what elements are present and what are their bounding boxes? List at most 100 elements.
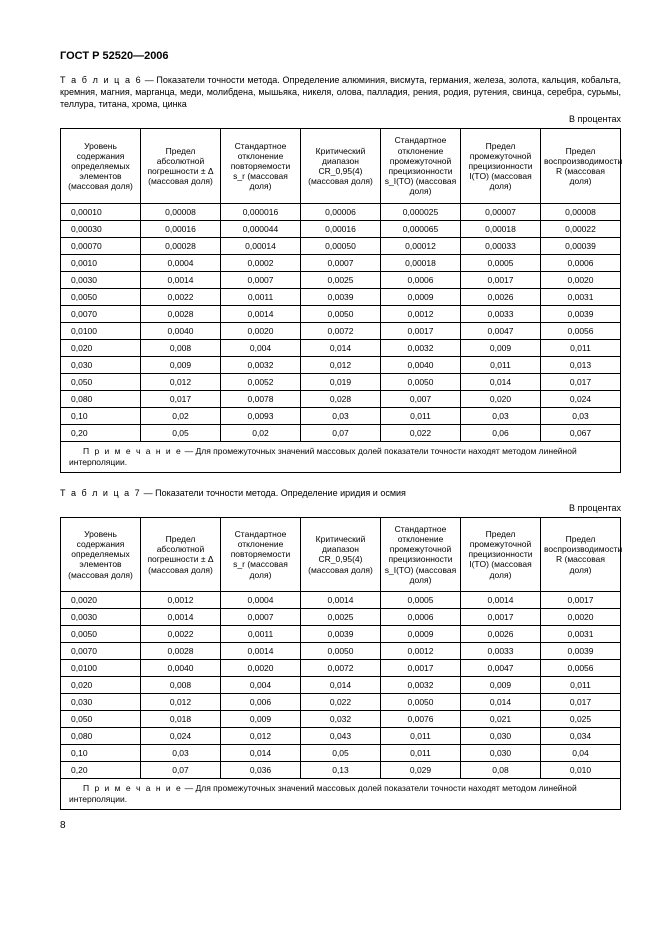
table-cell: 0,00018 <box>381 254 461 271</box>
table-cell: 0,0002 <box>221 254 301 271</box>
table7-body: 0,00200,00120,00040,00140,00050,00140,00… <box>61 591 621 778</box>
table-cell: 0,0070 <box>61 305 141 322</box>
table6-body: 0,000100,000080,0000160,000060,0000250,0… <box>61 203 621 441</box>
table-cell: 0,00008 <box>141 203 221 220</box>
table-cell: 0,0040 <box>141 322 221 339</box>
table-cell: 0,20 <box>61 761 141 778</box>
table-cell: 0,0011 <box>221 288 301 305</box>
table-cell: 0,00014 <box>221 237 301 254</box>
table-cell: 0,080 <box>61 390 141 407</box>
table6-h3: Критический диапазон CR_0,95(4) (массова… <box>301 129 381 203</box>
table-cell: 0,0052 <box>221 373 301 390</box>
table7-h0: Уровень содержания определяемых элементо… <box>61 517 141 591</box>
table-cell: 0,030 <box>61 693 141 710</box>
table-cell: 0,019 <box>301 373 381 390</box>
table-cell: 0,0009 <box>381 625 461 642</box>
table-cell: 0,0014 <box>461 591 541 608</box>
table-cell: 0,018 <box>141 710 221 727</box>
table-row: 0,00300,00140,00070,00250,00060,00170,00… <box>61 271 621 288</box>
page-number: 8 <box>60 820 621 831</box>
table6-h4: Стандартное отклонение промежуточной пре… <box>381 129 461 203</box>
table-cell: 0,0025 <box>301 271 381 288</box>
table-cell: 0,0050 <box>61 288 141 305</box>
table6-note-row: П р и м е ч а н и е — Для промежуточных … <box>61 441 621 472</box>
table-cell: 0,017 <box>541 373 621 390</box>
table-cell: 0,0005 <box>461 254 541 271</box>
table-cell: 0,020 <box>461 390 541 407</box>
table-cell: 0,00033 <box>461 237 541 254</box>
table6-caption-lead: Т а б л и ц а 6 <box>60 75 142 85</box>
table-cell: 0,0056 <box>541 322 621 339</box>
table-cell: 0,010 <box>541 761 621 778</box>
table-cell: 0,10 <box>61 744 141 761</box>
table-cell: 0,013 <box>541 356 621 373</box>
table-cell: 0,0100 <box>61 322 141 339</box>
table-cell: 0,009 <box>221 710 301 727</box>
table-cell: 0,0047 <box>461 322 541 339</box>
table7-caption-rest: — Показатели точности метода. Определени… <box>141 488 406 498</box>
table-cell: 0,009 <box>461 676 541 693</box>
table-row: 0,200,070,0360,130,0290,080,010 <box>61 761 621 778</box>
table-cell: 0,0005 <box>381 591 461 608</box>
table-row: 0,000300,000160,0000440,000160,0000650,0… <box>61 220 621 237</box>
table-cell: 0,0039 <box>541 642 621 659</box>
table-row: 0,100,030,0140,050,0110,0300,04 <box>61 744 621 761</box>
table-row: 0,0200,0080,0040,0140,00320,0090,011 <box>61 676 621 693</box>
table-cell: 0,022 <box>301 693 381 710</box>
table-cell: 0,030 <box>61 356 141 373</box>
table-cell: 0,0031 <box>541 625 621 642</box>
table-cell: 0,0012 <box>381 305 461 322</box>
table-cell: 0,04 <box>541 744 621 761</box>
table-cell: 0,007 <box>381 390 461 407</box>
table-cell: 0,0014 <box>141 271 221 288</box>
table-row: 0,0300,0090,00320,0120,00400,0110,013 <box>61 356 621 373</box>
table6-h5: Предел промежуточной прецизионности I(TO… <box>461 129 541 203</box>
table-cell: 0,021 <box>461 710 541 727</box>
table-cell: 0,00050 <box>301 237 381 254</box>
table-row: 0,01000,00400,00200,00720,00170,00470,00… <box>61 322 621 339</box>
table-cell: 0,020 <box>61 339 141 356</box>
table-cell: 0,00016 <box>301 220 381 237</box>
table-cell: 0,0020 <box>541 271 621 288</box>
table-row: 0,00100,00040,00020,00070,000180,00050,0… <box>61 254 621 271</box>
table6-h6: Предел воспроизводимости R (массовая дол… <box>541 129 621 203</box>
table7-unit: В процентах <box>60 503 621 513</box>
table-cell: 0,0030 <box>61 608 141 625</box>
table-cell: 0,0032 <box>221 356 301 373</box>
table7-h2: Стандартное отклонение повторяемости s_r… <box>221 517 301 591</box>
table-cell: 0,014 <box>301 339 381 356</box>
table-cell: 0,008 <box>141 339 221 356</box>
table-row: 0,00500,00220,00110,00390,00090,00260,00… <box>61 625 621 642</box>
table-cell: 0,0039 <box>301 625 381 642</box>
table-cell: 0,0025 <box>301 608 381 625</box>
table-cell: 0,011 <box>541 676 621 693</box>
table6-note-lead: П р и м е ч а н и е <box>69 446 182 456</box>
table-cell: 0,011 <box>461 356 541 373</box>
table-cell: 0,030 <box>461 727 541 744</box>
table-cell: 0,05 <box>141 424 221 441</box>
table-row: 0,000700,000280,000140,000500,000120,000… <box>61 237 621 254</box>
table-cell: 0,043 <box>301 727 381 744</box>
table-row: 0,01000,00400,00200,00720,00170,00470,00… <box>61 659 621 676</box>
table-cell: 0,0017 <box>381 322 461 339</box>
table-row: 0,200,050,020,070,0220,060,067 <box>61 424 621 441</box>
table-cell: 0,0011 <box>221 625 301 642</box>
table-cell: 0,036 <box>221 761 301 778</box>
table-cell: 0,00006 <box>301 203 381 220</box>
table-row: 0,00300,00140,00070,00250,00060,00170,00… <box>61 608 621 625</box>
table-cell: 0,004 <box>221 339 301 356</box>
table-cell: 0,009 <box>141 356 221 373</box>
table-cell: 0,032 <box>301 710 381 727</box>
table7-note-lead: П р и м е ч а н и е <box>69 783 182 793</box>
table-cell: 0,0093 <box>221 407 301 424</box>
table-cell: 0,08 <box>461 761 541 778</box>
table-cell: 0,10 <box>61 407 141 424</box>
table-cell: 0,080 <box>61 727 141 744</box>
table-cell: 0,00008 <box>541 203 621 220</box>
table-cell: 0,00010 <box>61 203 141 220</box>
table6-header-row: Уровень содержания определяемых элементо… <box>61 129 621 203</box>
table-cell: 0,006 <box>221 693 301 710</box>
table-cell: 0,030 <box>461 744 541 761</box>
table-cell: 0,0020 <box>61 591 141 608</box>
table-cell: 0,00016 <box>141 220 221 237</box>
